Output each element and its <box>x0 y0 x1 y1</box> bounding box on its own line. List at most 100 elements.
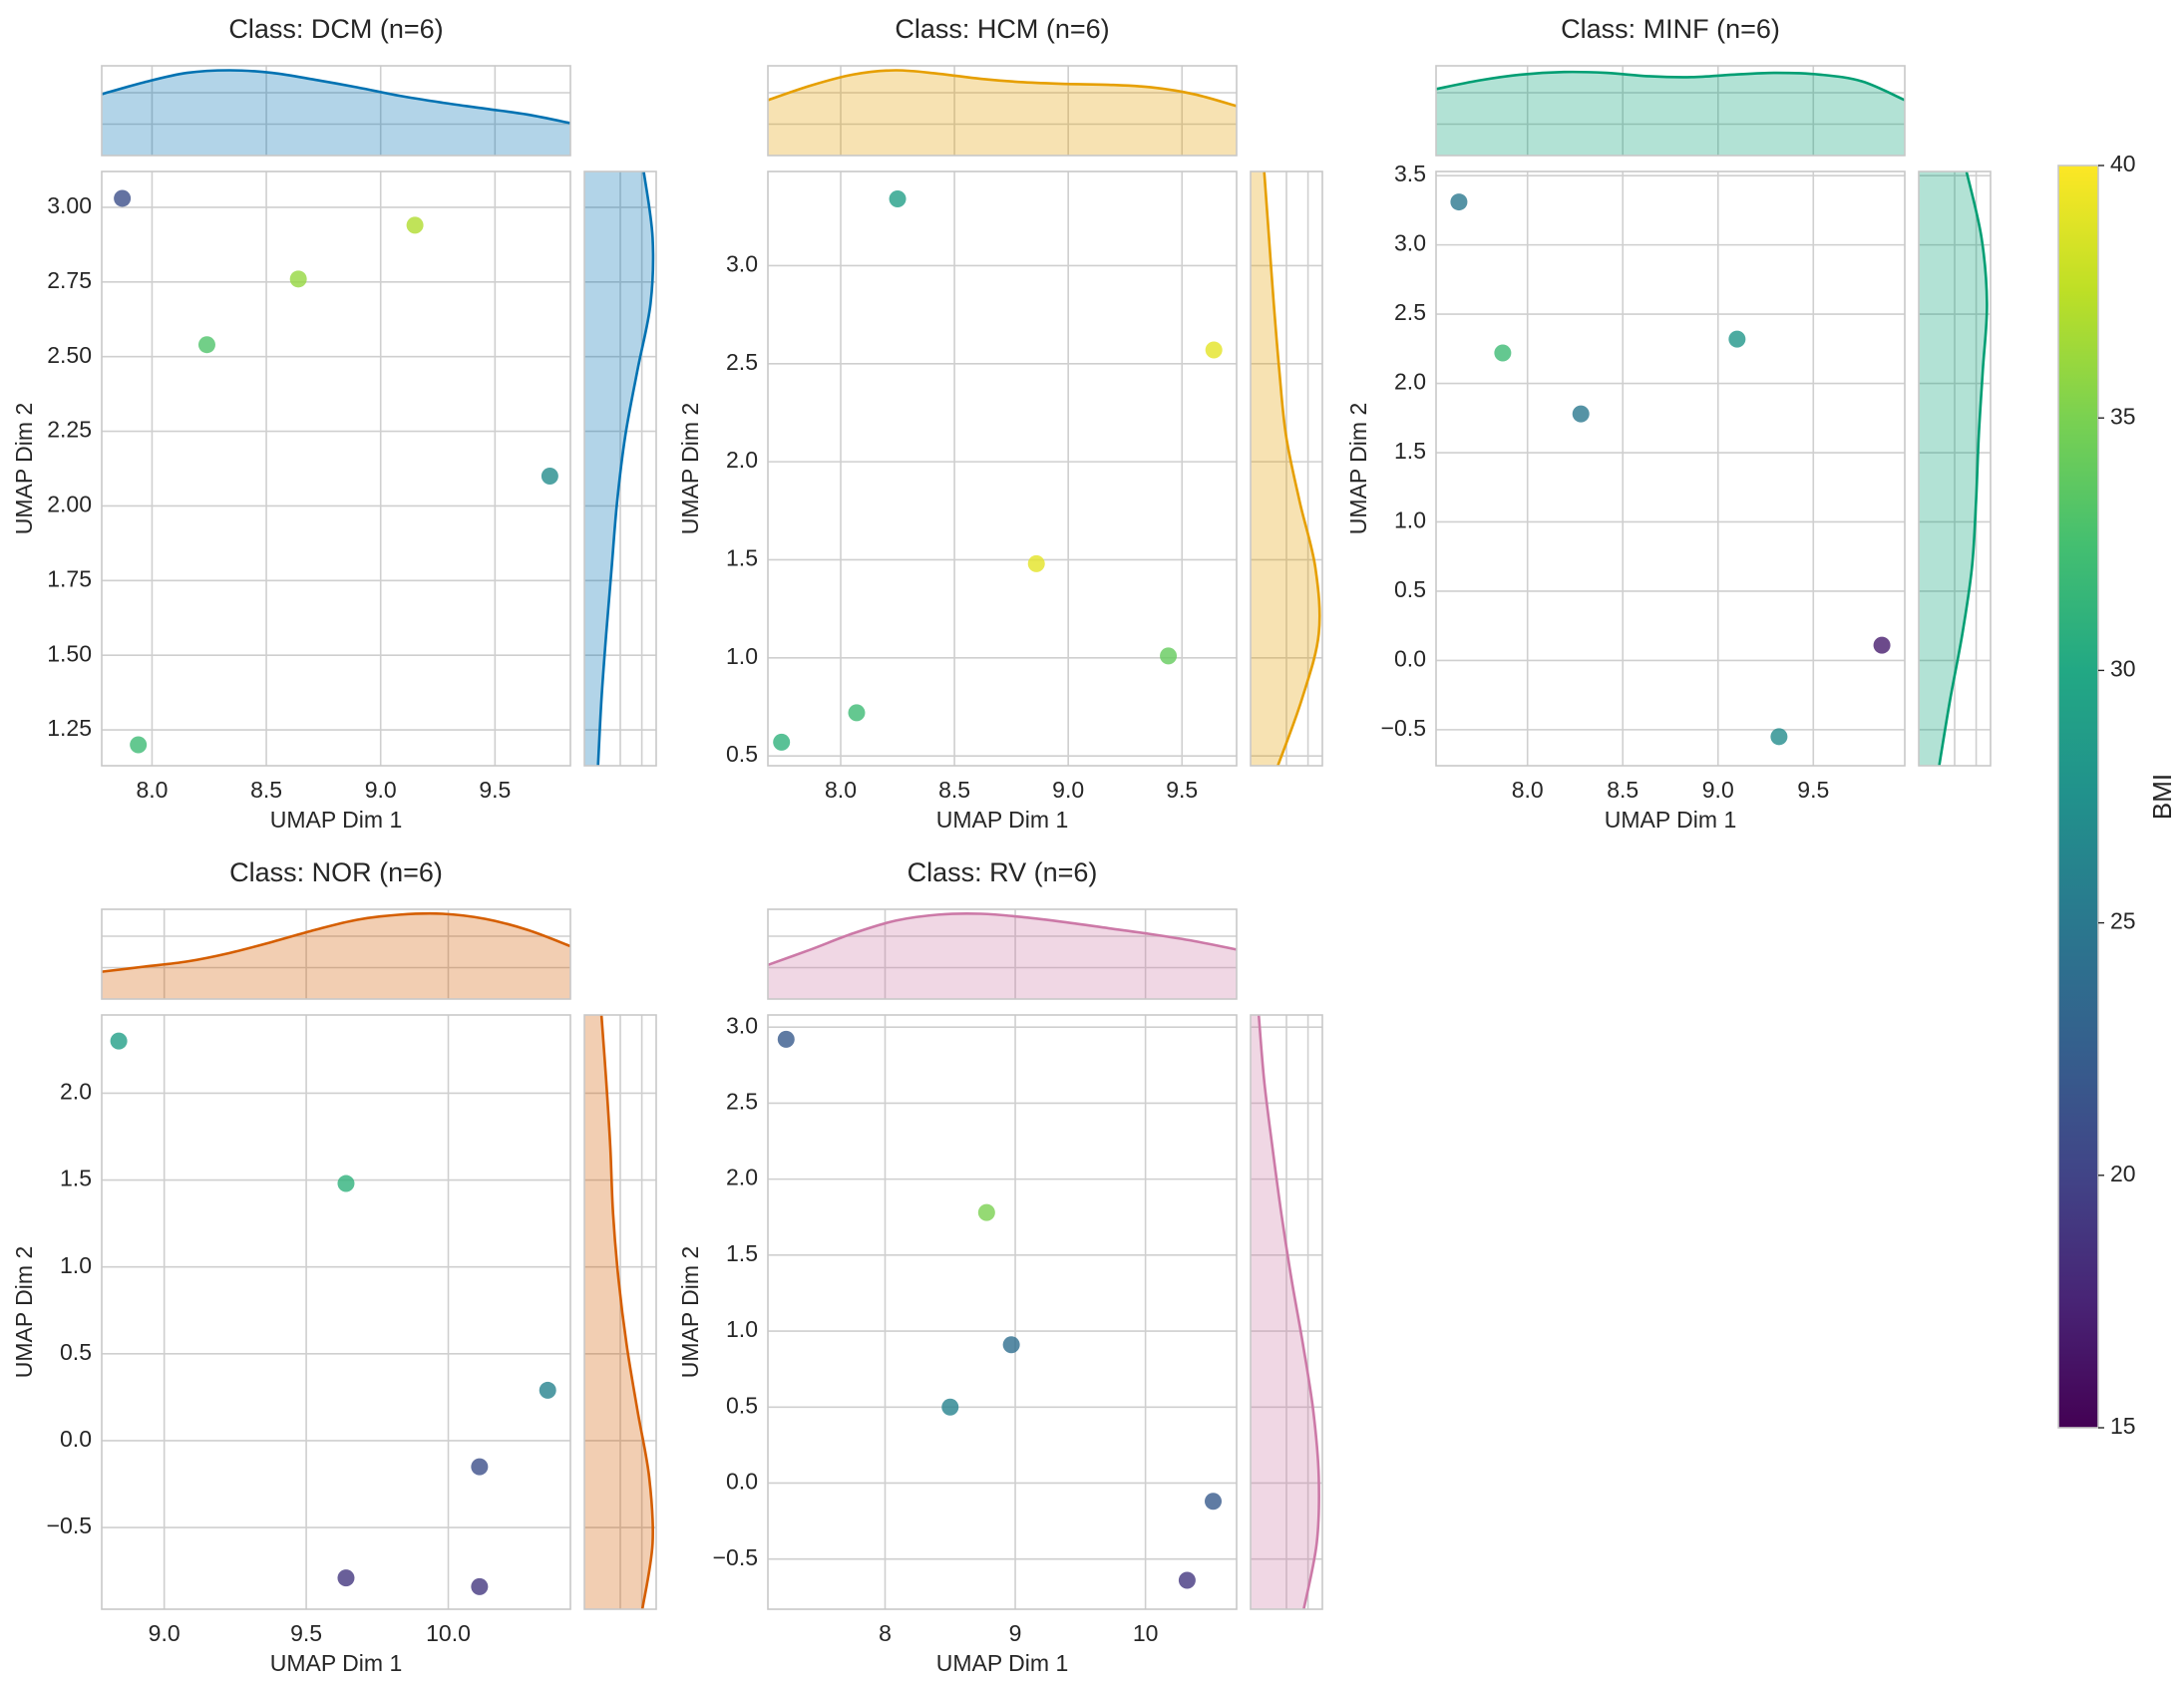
right-marginal-kde <box>583 1014 657 1610</box>
scatter-point <box>1728 330 1746 348</box>
y-tick-label: 3.5 <box>1394 161 1426 186</box>
panel-2: Class: HCM (n=6) 8.0 8.5 9.0 9.5 0.5 1.0 1.5 2.0… <box>677 14 1323 833</box>
panel-title: Class: NOR (n=6) <box>229 857 443 887</box>
colorbar-tick-label: 40 <box>2110 151 2136 176</box>
top-marginal-kde <box>767 65 1238 157</box>
y-tick-label: 2.5 <box>726 349 758 375</box>
scatter-points <box>110 1032 556 1595</box>
scatter-point <box>773 733 791 751</box>
top-kde-fill <box>1436 72 1905 156</box>
scatter-points <box>777 1030 1222 1589</box>
scatter-point <box>406 216 424 234</box>
right-kde-line <box>1938 170 1989 767</box>
scatter-point <box>1178 1571 1196 1589</box>
right-marginal-frame <box>583 170 657 767</box>
x-axis-label: UMAP Dim 1 <box>270 807 403 833</box>
top-marginal-frame <box>101 65 571 157</box>
y-tick-label: 1.0 <box>60 1252 92 1278</box>
main-plot-frame <box>101 170 571 767</box>
y-axis-label: UMAP Dim 2 <box>1345 403 1371 535</box>
x-tick-label: 9.0 <box>365 777 397 803</box>
right-kde-fill <box>1919 171 1988 766</box>
top-kde-fill <box>768 913 1237 999</box>
main-plot-frame <box>101 1014 571 1610</box>
y-tick-label: 0.5 <box>726 741 758 767</box>
x-axis-label: UMAP Dim 1 <box>936 1650 1069 1676</box>
right-kde-line <box>1263 170 1321 767</box>
scatter-point <box>337 1569 355 1587</box>
x-tick-label: 9.0 <box>1702 777 1734 803</box>
panel-3: Class: MINF (n=6) 8.0 8.5 9.0 9.5 −0.5 0.0 0.5 1… <box>1345 14 1992 833</box>
top-kde-line <box>767 911 1238 967</box>
y-tick-label: 0.5 <box>726 1392 758 1418</box>
top-marginal-frame <box>767 65 1238 157</box>
top-marginal-frame <box>1435 65 1906 157</box>
x-tick-label: 9.0 <box>149 1620 181 1646</box>
right-marginal-kde <box>1250 1014 1323 1610</box>
y-axis-label: UMAP Dim 2 <box>11 403 37 535</box>
y-tick-label: 0.5 <box>60 1339 92 1365</box>
x-axis-label: UMAP Dim 1 <box>936 807 1069 833</box>
y-tick-label: 1.5 <box>726 1240 758 1266</box>
top-marginal-frame <box>767 908 1238 1000</box>
x-tick-label: 9.0 <box>1052 777 1084 803</box>
colorbar-ticks: 15 20 25 30 35 40 <box>2098 151 2136 1439</box>
panel-title: Class: MINF (n=6) <box>1561 14 1780 44</box>
scatter-points <box>114 189 558 754</box>
colorbar-tick-label: 15 <box>2110 1413 2136 1439</box>
y-tick-label: 0.0 <box>726 1469 758 1495</box>
y-axis-label: UMAP Dim 2 <box>677 403 703 535</box>
scatter-point <box>777 1030 795 1048</box>
right-kde-line <box>1257 1014 1320 1610</box>
x-tick-label: 9.5 <box>1797 777 1829 803</box>
y-tick-label: −0.5 <box>1381 715 1426 741</box>
y-tick-label: 0.5 <box>1394 576 1426 602</box>
y-tick-label: 3.0 <box>726 1012 758 1038</box>
scatter-points <box>773 190 1223 751</box>
panel-1: Class: DCM (n=6) 8.0 8.5 9.0 9.5 1.25 1.50 1.75… <box>11 14 657 833</box>
scatter-point <box>977 1203 995 1221</box>
x-tick-label: 9.5 <box>290 1620 322 1646</box>
y-axis-label: UMAP Dim 2 <box>11 1246 37 1379</box>
y-tick-label: 1.25 <box>47 715 92 741</box>
y-tick-label: 2.50 <box>47 342 92 368</box>
top-marginal-kde <box>101 908 571 1000</box>
x-tick-label: 8.5 <box>938 777 970 803</box>
scatter-point <box>337 1175 355 1192</box>
y-axis-label: UMAP Dim 2 <box>677 1246 703 1379</box>
panels-layer: Class: DCM (n=6) 8.0 8.5 9.0 9.5 1.25 1.50 1.75… <box>11 14 1992 1676</box>
x-tick-label: 8.5 <box>250 777 282 803</box>
x-axis-label: UMAP Dim 1 <box>1605 807 1737 833</box>
right-kde-fill <box>584 171 653 766</box>
scatter-point <box>114 189 132 207</box>
top-kde-fill <box>102 70 570 156</box>
y-tick-label: 3.0 <box>726 250 758 276</box>
y-tick-label: 2.75 <box>47 267 92 293</box>
right-marginal-kde <box>1918 170 1992 767</box>
right-kde-fill <box>584 1015 653 1609</box>
x-tick-label: 8.0 <box>1512 777 1544 803</box>
main-gridlines <box>102 1015 570 1609</box>
y-tick-label: 3.00 <box>47 192 92 218</box>
scatter-point <box>1770 728 1788 746</box>
x-tick-label: 10.0 <box>426 1620 471 1646</box>
scatter-point <box>1027 554 1045 572</box>
x-tick-label: 8.5 <box>1607 777 1638 803</box>
panel-title: Class: HCM (n=6) <box>895 14 1109 44</box>
scatter-point <box>539 1381 556 1399</box>
y-tick-label: 1.0 <box>1394 507 1426 533</box>
y-tick-label: −0.5 <box>713 1544 758 1570</box>
right-marginal-frame <box>1250 1014 1323 1610</box>
colorbar-tick-label: 30 <box>2110 655 2136 681</box>
top-kde-line <box>767 69 1238 108</box>
y-tick-label: 2.5 <box>726 1088 758 1114</box>
y-tick-label: 1.5 <box>726 545 758 571</box>
scatter-point <box>110 1032 128 1050</box>
scatter-point <box>289 270 307 288</box>
main-plot-frame <box>767 170 1238 767</box>
scatter-point <box>941 1398 959 1416</box>
right-marginal-frame <box>1250 170 1323 767</box>
y-tick-label: 1.5 <box>1394 438 1426 464</box>
y-tick-label: 2.0 <box>60 1078 92 1104</box>
